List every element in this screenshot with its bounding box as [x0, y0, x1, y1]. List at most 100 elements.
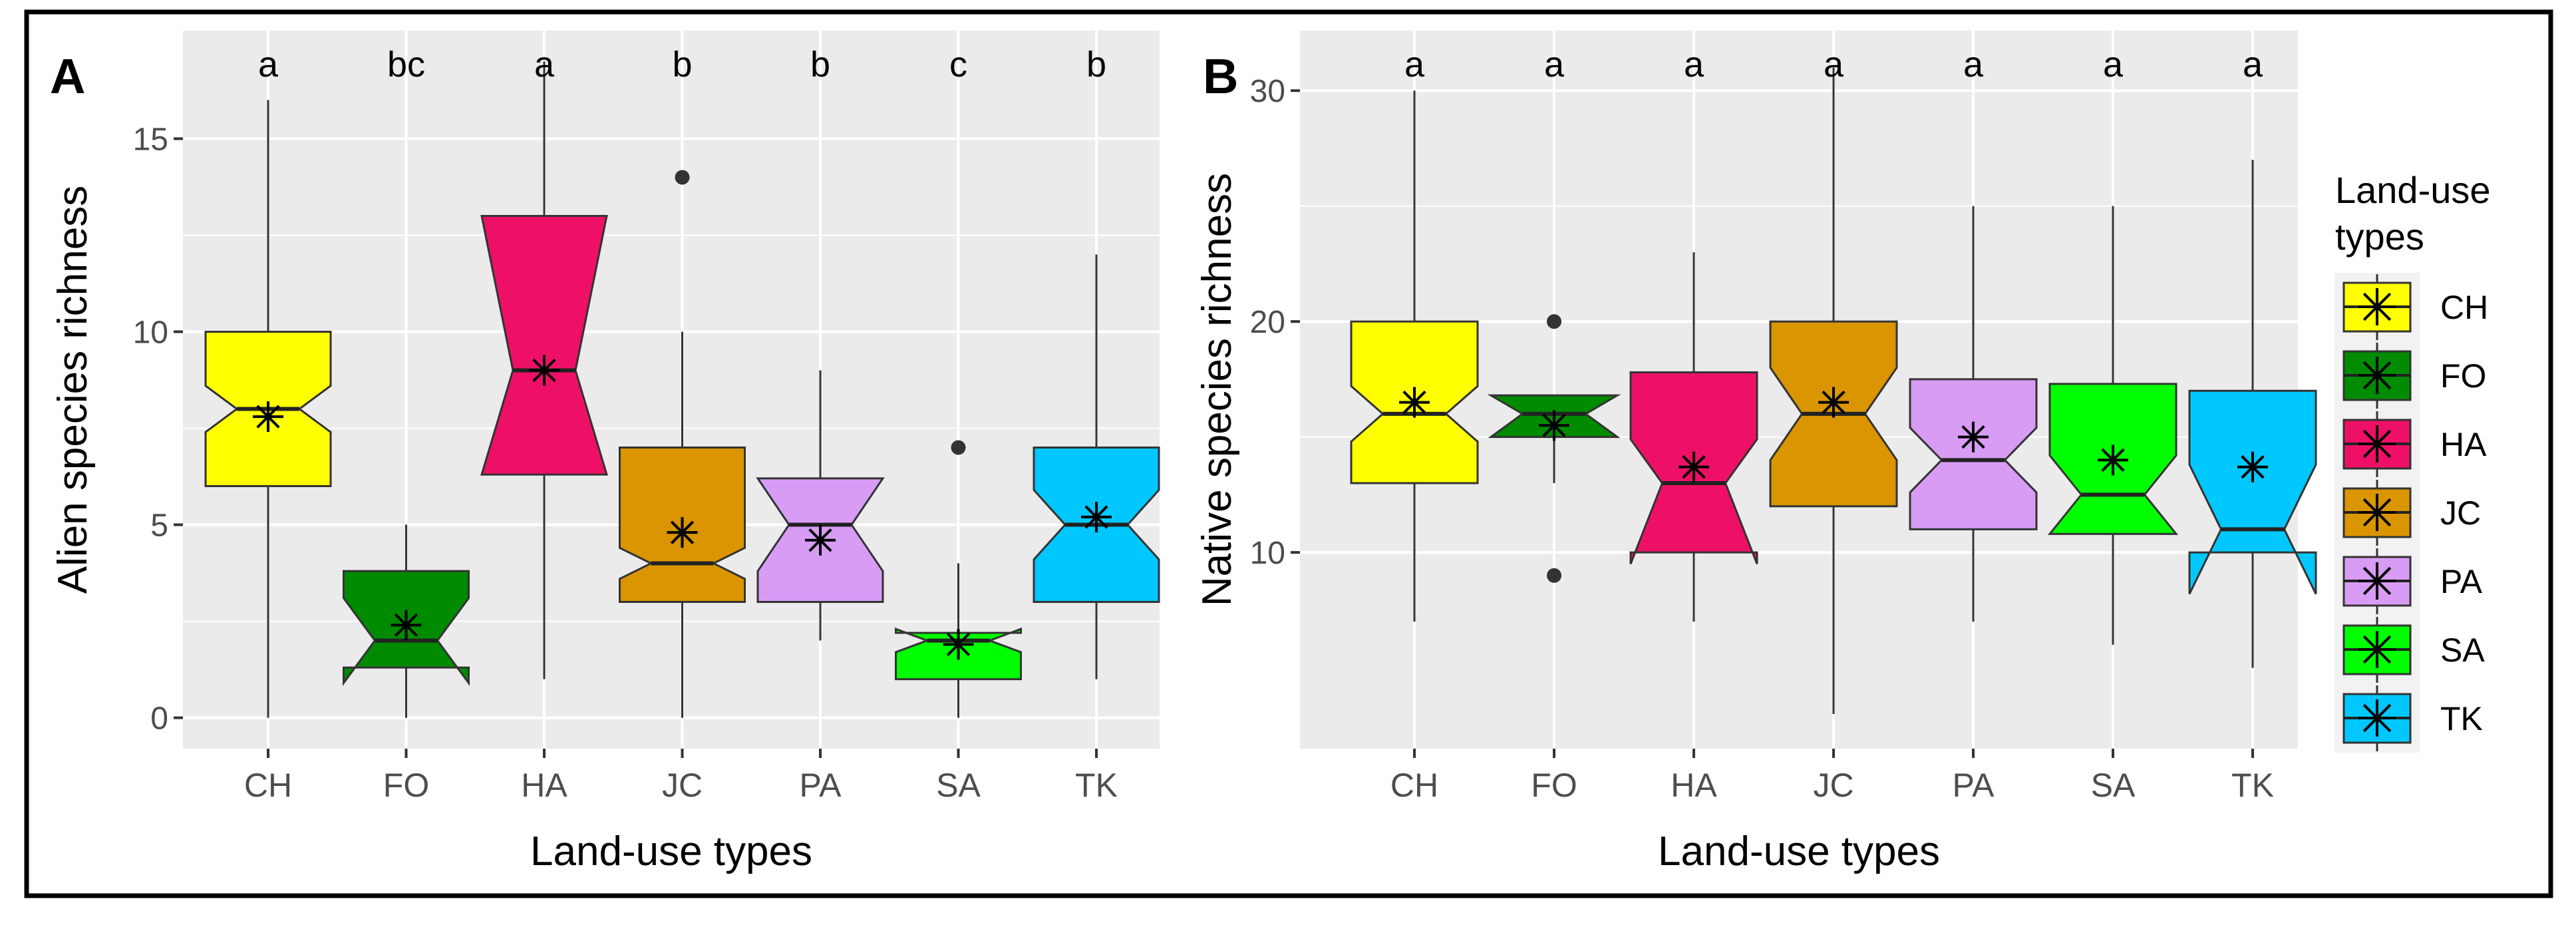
- box-TK: [1033, 254, 1160, 679]
- box-PA: [756, 370, 885, 641]
- mean-marker: [1081, 501, 1112, 532]
- panel-label: A: [50, 49, 85, 104]
- mean-star-stroke: [2362, 498, 2392, 527]
- mean-marker: [1399, 387, 1430, 418]
- mean-star-stroke: [2362, 361, 2392, 390]
- box-CH: [1350, 91, 1479, 622]
- mean-star-stroke: [2362, 566, 2392, 596]
- y-tick-label: 10: [133, 315, 168, 350]
- significance-letter: a: [1963, 45, 1984, 85]
- legend-key-star: [2358, 494, 2396, 531]
- legend-item: JC: [2334, 478, 2481, 547]
- x-tick-label: FO: [383, 767, 429, 804]
- significance-letter: a: [1404, 45, 1425, 85]
- significance-letter: b: [1086, 45, 1106, 85]
- mean-star-stroke: [1961, 425, 1985, 449]
- box-PA: [1909, 206, 2038, 622]
- legend-key-star: [2358, 562, 2396, 600]
- significance-letter: a: [258, 45, 279, 85]
- legend-key-star: [2358, 288, 2396, 325]
- y-tick-label: 0: [150, 701, 168, 737]
- x-tick-label: CH: [244, 767, 292, 804]
- y-tick-label: 15: [133, 122, 168, 157]
- legend-key-star: [2358, 425, 2396, 462]
- x-tick-label: JC: [1813, 767, 1853, 804]
- significance-letter: a: [2243, 45, 2263, 85]
- significance-letter: a: [534, 45, 555, 85]
- y-tick-label: 10: [1250, 536, 1285, 571]
- x-tick-label: PA: [1953, 767, 1995, 804]
- mean-star-stroke: [2362, 703, 2392, 733]
- box-HA: [1629, 252, 1758, 622]
- x-tick-label: SA: [936, 767, 981, 804]
- mean-marker: [2237, 451, 2268, 482]
- box-FO: [343, 524, 470, 718]
- x-tick-label: JC: [662, 767, 703, 804]
- legend-item: PA: [2334, 547, 2483, 616]
- mean-star-stroke: [532, 358, 556, 383]
- mean-marker: [667, 517, 698, 548]
- significance-letter: a: [1824, 45, 1844, 85]
- legend-key-star: [2358, 631, 2396, 668]
- mean-marker: [1539, 410, 1569, 441]
- x-axis-title: Land-use types: [1658, 829, 1940, 874]
- box-TK: [2188, 160, 2317, 668]
- significance-letter: a: [2103, 45, 2124, 85]
- y-tick-label: 30: [1250, 74, 1285, 109]
- mean-star-stroke: [2241, 455, 2265, 479]
- outlier-point: [951, 440, 966, 455]
- mean-star-stroke: [670, 520, 695, 544]
- y-axis-title: Alien species richness: [50, 186, 96, 594]
- box-JC: [619, 170, 746, 718]
- significance-letter: bc: [387, 45, 425, 85]
- x-tick-label: TK: [2231, 767, 2274, 804]
- notched-box: [1909, 378, 2038, 530]
- legend-item: TK: [2334, 684, 2483, 753]
- box-SA: [895, 440, 1022, 718]
- mean-star-stroke: [2362, 292, 2392, 321]
- legend-item: FO: [2334, 341, 2486, 410]
- mean-star-stroke: [2362, 635, 2392, 664]
- mean-marker: [1818, 387, 1849, 418]
- x-tick-label: FO: [1531, 767, 1577, 804]
- mean-star-stroke: [2362, 429, 2392, 459]
- legend-label: FO: [2440, 357, 2486, 395]
- mean-marker: [1679, 451, 1709, 482]
- box-FO: [1487, 314, 1621, 583]
- box-SA: [2047, 206, 2179, 645]
- legend-item: SA: [2334, 616, 2485, 684]
- legend-title: Land-use: [2335, 169, 2491, 211]
- mean-marker: [805, 524, 836, 556]
- legend-item: HA: [2334, 410, 2487, 478]
- box-CH: [204, 100, 332, 718]
- mean-star-stroke: [394, 613, 418, 638]
- notched-box: [2188, 389, 2317, 595]
- mean-marker: [943, 629, 974, 660]
- legend-key-star: [2358, 357, 2396, 394]
- mean-star-stroke: [946, 632, 971, 657]
- significance-letter: b: [672, 45, 692, 85]
- box-HA: [480, 61, 609, 679]
- plot-background: [183, 31, 1160, 749]
- legend-label: CH: [2440, 289, 2488, 326]
- outlier-point: [1547, 314, 1561, 329]
- legend: Land-use types CH FO HA JC PA SA TK: [2334, 169, 2491, 753]
- legend-item: CH: [2334, 273, 2488, 341]
- y-tick-label: 20: [1250, 305, 1285, 340]
- legend-title: types: [2335, 216, 2424, 258]
- legend-label: TK: [2440, 700, 2483, 737]
- x-tick-label: HA: [1671, 767, 1717, 804]
- mean-star-stroke: [1822, 390, 1846, 415]
- mean-star-stroke: [1542, 413, 1566, 437]
- y-axis-title: Native species richness: [1194, 173, 1240, 606]
- mean-star-stroke: [1682, 455, 1706, 479]
- panel-label: B: [1203, 49, 1238, 104]
- mean-marker: [529, 355, 560, 386]
- legend-label: PA: [2440, 563, 2483, 600]
- mean-marker: [2098, 445, 2128, 476]
- significance-letter: a: [1544, 45, 1565, 85]
- mean-marker: [391, 610, 422, 641]
- x-tick-label: PA: [800, 767, 842, 804]
